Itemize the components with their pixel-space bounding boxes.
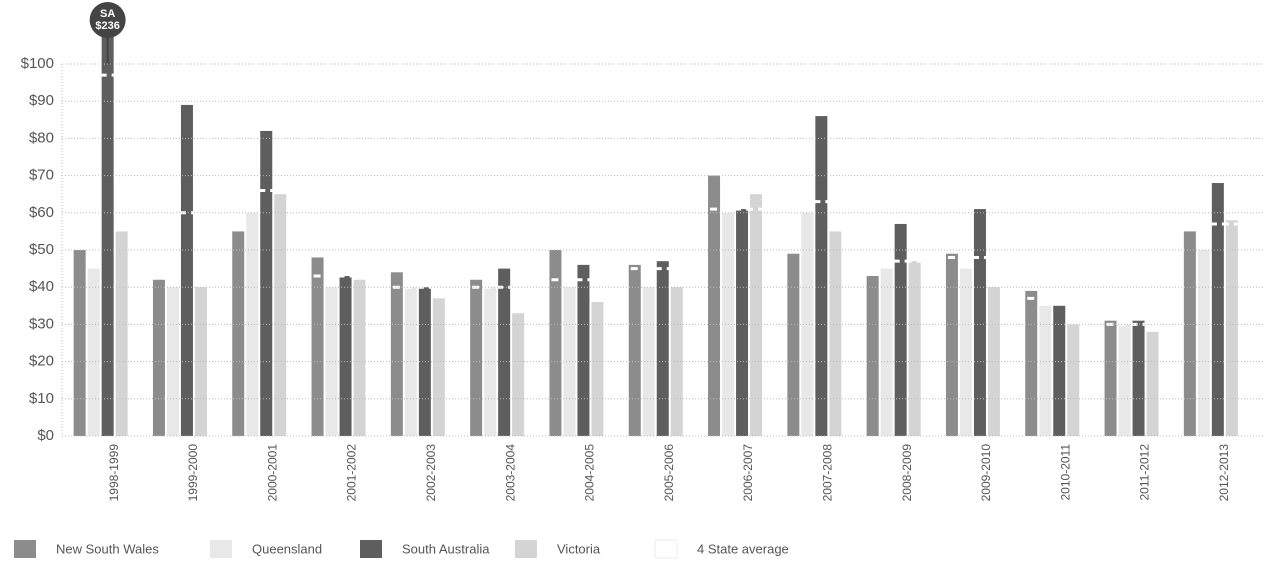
legend-swatch: [654, 539, 678, 559]
x-tick-label: 2011-2012: [1138, 444, 1152, 501]
bar: [829, 231, 842, 436]
x-tick-label: 2000-2001: [265, 444, 279, 502]
plot-area: [73, 30, 1238, 437]
bar: [1211, 183, 1224, 436]
bar: [180, 104, 193, 437]
bar: [1039, 305, 1052, 436]
bar: [591, 302, 604, 436]
bar: [512, 313, 525, 436]
bar: [815, 116, 828, 436]
legend-label: South Australia: [402, 541, 490, 556]
bar: [656, 261, 669, 436]
bar: [73, 250, 86, 436]
legend-label: 4 State average: [697, 541, 789, 556]
bar: [311, 257, 324, 436]
bar: [484, 287, 497, 436]
bar: [908, 261, 921, 436]
bar: [750, 194, 763, 436]
x-tick-label: 2007-2008: [821, 444, 835, 502]
bar: [945, 253, 958, 436]
annotation-text: SA: [100, 8, 115, 20]
bar: [1118, 324, 1131, 436]
y-tick-label: $60: [29, 204, 54, 221]
x-tick-label: 2005-2006: [662, 444, 676, 502]
bar: [115, 231, 128, 436]
bar: [880, 268, 893, 436]
legend-swatch: [515, 540, 537, 558]
bar: [1183, 231, 1196, 436]
bar: [670, 287, 683, 436]
y-tick-label: $40: [29, 278, 54, 295]
bar: [708, 175, 721, 436]
y-tick-label: $20: [29, 353, 54, 370]
bar: [353, 279, 366, 436]
bar: [577, 264, 590, 436]
bar: [1067, 324, 1080, 436]
bar: [866, 276, 879, 436]
bar: [390, 272, 403, 436]
bar: [1053, 305, 1066, 436]
y-tick-label: $70: [29, 167, 54, 184]
bar: [498, 268, 511, 436]
x-tick-label: 2008-2009: [900, 444, 914, 502]
bar: [166, 287, 179, 436]
y-tick-label: $50: [29, 241, 54, 258]
legend-label: Victoria: [557, 541, 601, 556]
bar: [152, 279, 165, 436]
legend-swatch: [210, 540, 232, 558]
bar: [1146, 331, 1159, 436]
y-tick-label: $10: [29, 390, 54, 407]
x-tick-label: 2010-2011: [1058, 444, 1072, 501]
annotation-bubble: [89, 2, 126, 38]
bar: [959, 268, 972, 436]
bar: [232, 231, 245, 436]
y-tick-label: $100: [21, 55, 54, 72]
bar: [642, 287, 655, 436]
x-tick-label: 2009-2010: [979, 444, 993, 502]
bar: [1104, 320, 1117, 436]
legend-label: Queensland: [252, 541, 322, 556]
bar: [470, 279, 483, 436]
bar: [894, 223, 907, 436]
bar: [787, 253, 800, 436]
x-tick-label: 1998-1999: [107, 444, 121, 502]
overlay: SA$236: [75, 2, 1238, 326]
bar: [1025, 290, 1038, 436]
bar: [987, 287, 1000, 436]
y-tick-label: $80: [29, 129, 54, 146]
bar: [1197, 250, 1210, 436]
bar: [1132, 320, 1145, 436]
x-tick-label: 2006-2007: [741, 444, 755, 502]
x-tick-label: 1999-2000: [186, 444, 200, 502]
x-tick-label: 2001-2002: [345, 444, 359, 502]
x-tick-label: 2002-2003: [424, 444, 438, 502]
bar: [736, 209, 749, 436]
bar: [274, 194, 287, 436]
x-tick-label: 2012-2013: [1217, 444, 1231, 502]
bar: [260, 130, 273, 436]
bar: [801, 212, 814, 436]
bar: [1225, 220, 1238, 436]
x-tick-label: 2003-2004: [503, 444, 517, 502]
bar: [339, 276, 352, 436]
bar: [628, 264, 641, 436]
bar: [432, 298, 445, 436]
bar: [973, 209, 986, 436]
x-tick-label: 2004-2005: [583, 444, 597, 502]
bar: [246, 212, 259, 436]
y-tick-label: $0: [37, 427, 54, 444]
legend-label: New South Wales: [56, 541, 159, 556]
legend-swatch: [14, 540, 36, 558]
bar: [87, 268, 100, 436]
bar: [101, 30, 114, 436]
bar: [418, 287, 431, 436]
y-tick-label: $90: [29, 92, 54, 109]
legend-swatch: [360, 540, 382, 558]
y-tick-label: $30: [29, 315, 54, 332]
annotation-text: $236: [95, 20, 119, 32]
bar: [325, 287, 338, 436]
bar: [549, 250, 562, 436]
